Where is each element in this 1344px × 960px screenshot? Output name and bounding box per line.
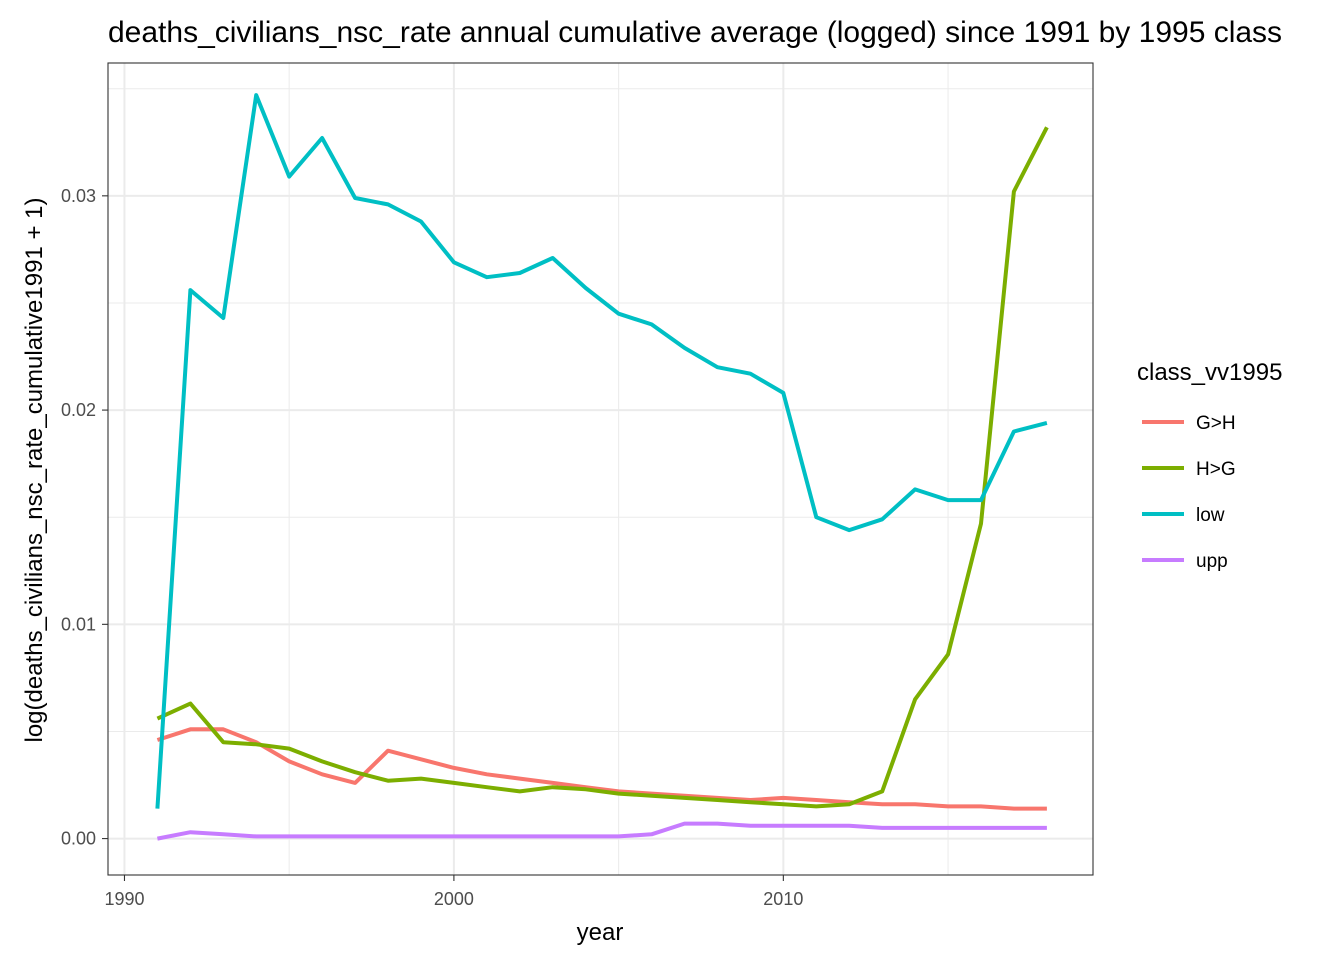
series-line-gh xyxy=(156,727,1047,811)
minor-gridlines xyxy=(108,63,1093,875)
legend-items: G>H H>G low upp xyxy=(1142,413,1236,572)
series-line-upp xyxy=(157,821,1047,841)
x-tick-label: 1990 xyxy=(104,889,144,909)
legend-label: H>G xyxy=(1196,459,1236,480)
plot-panel xyxy=(107,62,1094,876)
plot-background xyxy=(108,63,1093,875)
legend: class_vv1995 G>H H>G low upp xyxy=(1137,359,1282,572)
legend-title: class_vv1995 xyxy=(1137,359,1282,386)
x-axis: 1990 2000 2010 xyxy=(104,875,803,909)
series-lines xyxy=(155,93,1049,841)
y-tick-label: 0.03 xyxy=(61,186,96,206)
legend-label: upp xyxy=(1196,551,1228,572)
y-tick-label: 0.00 xyxy=(61,829,96,849)
chart-title: deaths_civilians_nsc_rate annual cumulat… xyxy=(108,16,1282,49)
y-axis-title: log(deaths_civilians_nsc_rate_cumulative… xyxy=(21,198,48,743)
major-gridlines xyxy=(108,63,1093,875)
legend-label: low xyxy=(1196,505,1225,526)
legend-label: G>H xyxy=(1196,413,1236,434)
x-tick-label: 2000 xyxy=(434,889,474,909)
x-tick-label: 2010 xyxy=(763,889,803,909)
series-line-low xyxy=(155,93,1048,809)
y-tick-label: 0.02 xyxy=(61,400,96,420)
y-tick-label: 0.01 xyxy=(61,614,96,634)
series-line-hg xyxy=(156,126,1049,809)
x-axis-title: year xyxy=(577,919,624,946)
y-axis: 0.00 0.01 0.02 0.03 xyxy=(61,186,108,849)
plot-border xyxy=(107,62,1094,876)
